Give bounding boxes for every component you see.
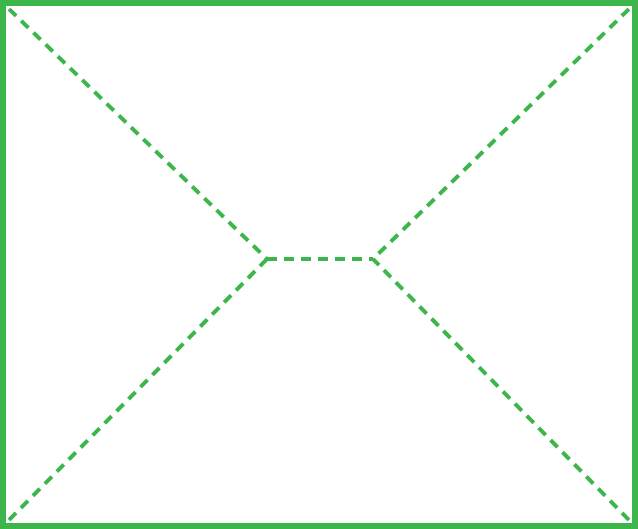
fold-line-top-right [371, 7, 631, 261]
fold-line-bottom-right [371, 257, 631, 522]
fold-line-top-left [7, 7, 269, 261]
fold-line-bottom-left [7, 257, 269, 522]
